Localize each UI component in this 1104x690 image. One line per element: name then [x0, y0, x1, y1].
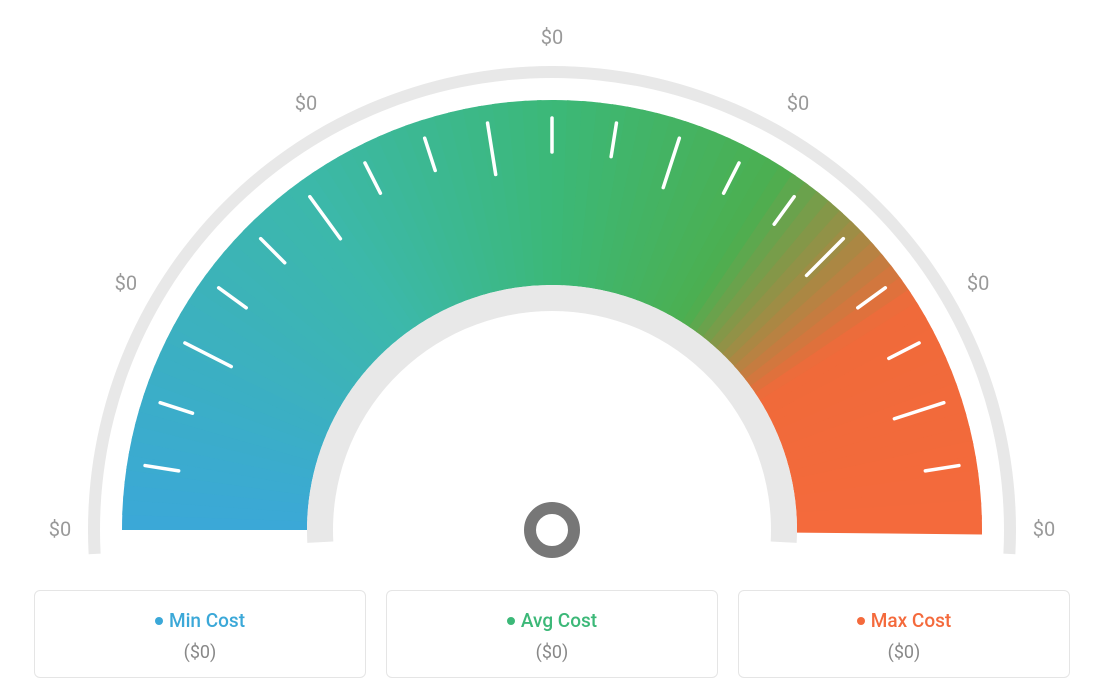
- legend-label: Avg Cost: [521, 609, 597, 632]
- legend-card-avg-cost: Avg Cost ($0): [386, 590, 718, 678]
- legend-card-title: Avg Cost: [387, 609, 717, 632]
- legend-value: ($0): [387, 642, 717, 663]
- gauge-scale-label: $0: [115, 271, 137, 295]
- gauge-scale-label: $0: [787, 91, 809, 115]
- gauge-scale-label: $0: [1033, 517, 1055, 541]
- gauge-svg: $0 $0 $0 $0 $0 $0 $0: [20, 20, 1084, 560]
- legend-label: Min Cost: [169, 609, 245, 632]
- gauge-colored-arc: [122, 100, 982, 535]
- cost-gauge-chart: $0 $0 $0 $0 $0 $0 $0: [20, 20, 1084, 560]
- legend-card-title: Min Cost: [35, 609, 365, 632]
- legend-row: Min Cost ($0) Avg Cost ($0) Max Cost ($0): [34, 590, 1070, 678]
- gauge-scale-label: $0: [295, 91, 317, 115]
- gauge-scale-label: $0: [541, 25, 563, 49]
- legend-label: Max Cost: [871, 609, 951, 632]
- legend-dot-icon: [155, 617, 163, 625]
- legend-card-max-cost: Max Cost ($0): [738, 590, 1070, 678]
- legend-value: ($0): [35, 642, 365, 663]
- legend-value: ($0): [739, 642, 1069, 663]
- gauge-scale-label: $0: [49, 517, 71, 541]
- legend-dot-icon: [507, 617, 515, 625]
- legend-card-min-cost: Min Cost ($0): [34, 590, 366, 678]
- legend-card-title: Max Cost: [739, 609, 1069, 632]
- gauge-scale-label: $0: [967, 271, 989, 295]
- gauge-needle-hub: [530, 508, 574, 552]
- legend-dot-icon: [857, 617, 865, 625]
